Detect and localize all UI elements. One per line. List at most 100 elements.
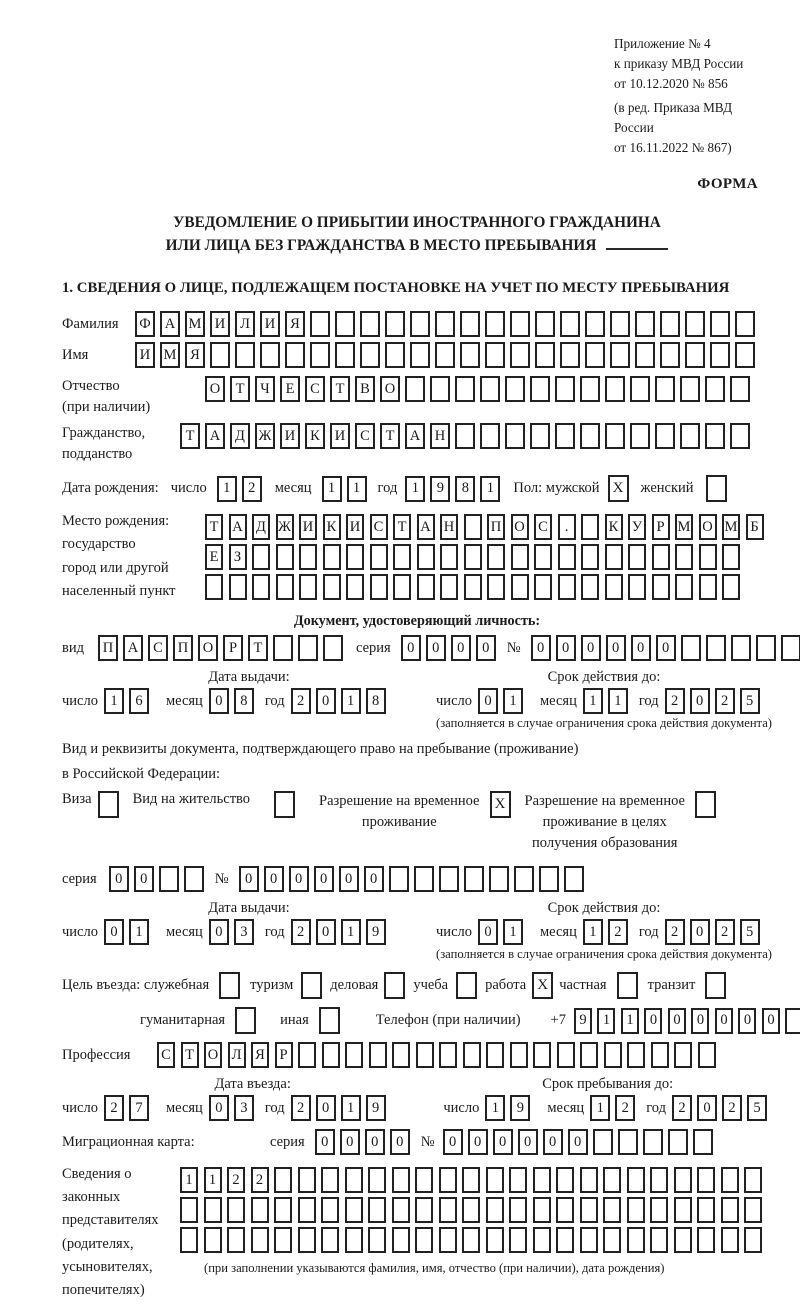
form-cell <box>485 1227 504 1254</box>
appendix-line: (в ред. Приказа МВД России <box>614 100 733 136</box>
form-cell <box>235 342 255 369</box>
form-cell <box>651 574 670 601</box>
day-label: число <box>62 692 98 709</box>
form-cell <box>720 1167 739 1194</box>
form-cell <box>275 574 294 601</box>
month-label: месяц <box>165 692 203 709</box>
resident-doc-types-row: Виза Вид на жительство Разрешение на вре… <box>62 791 772 854</box>
form-cell <box>203 1197 222 1224</box>
doc-kind-label: вид <box>62 639 84 656</box>
series-label: серия <box>355 639 391 656</box>
form-cell <box>227 1197 245 1224</box>
purpose-business-checkbox <box>384 972 406 1000</box>
form-cell <box>697 1042 716 1069</box>
phone-prefix: +7 <box>550 1012 566 1029</box>
form-cell: 0 <box>263 866 284 893</box>
purpose-transit-label: транзит <box>647 977 696 994</box>
form-cell <box>744 1197 762 1224</box>
form-cell <box>710 311 730 338</box>
form-cell <box>556 1197 574 1224</box>
form-cell: Л <box>227 1042 246 1069</box>
form-cell: 8 <box>365 688 386 714</box>
form-cell <box>581 574 599 601</box>
form-cell: З <box>228 544 247 571</box>
form-cell: 3 <box>233 919 254 946</box>
form-cell <box>385 311 405 338</box>
form-cell <box>440 574 458 601</box>
valid-until-label: Срок действия до: <box>547 669 661 685</box>
form-cell: 1 <box>216 475 237 502</box>
form-cell <box>673 1167 692 1194</box>
form-cell: 9 <box>365 919 386 946</box>
form-cell <box>513 866 534 893</box>
form-cell <box>579 1167 598 1194</box>
form-cell <box>626 1167 645 1194</box>
form-cell <box>410 311 430 338</box>
form-cell: К <box>322 514 341 541</box>
form-cell: 1 <box>607 688 628 714</box>
form-cell: Е <box>280 376 300 403</box>
form-cell <box>321 1227 339 1254</box>
form-cell: С <box>305 376 325 403</box>
form-cell <box>393 544 411 571</box>
month-label: месяц <box>540 692 577 709</box>
purpose-humanitarian-checkbox <box>235 1007 257 1035</box>
form-cell <box>344 1227 363 1254</box>
form-cell <box>720 1227 739 1254</box>
purpose-business-label: деловая <box>330 977 379 994</box>
form-cell: Л <box>235 311 255 338</box>
form-cell <box>785 1007 800 1034</box>
blank-underline <box>606 248 669 251</box>
form-cell: 0 <box>133 866 154 893</box>
form-cell <box>534 574 552 601</box>
form-cell <box>416 574 435 601</box>
day-label: число <box>170 480 207 497</box>
form-cell: 0 <box>103 919 124 946</box>
form-cell <box>435 342 455 369</box>
day-label: число <box>62 1099 98 1116</box>
form-cell <box>388 866 409 893</box>
form-cell <box>463 574 482 601</box>
form-cell <box>555 376 575 403</box>
form-cell <box>630 423 650 450</box>
form-cell: 0 <box>542 1129 563 1156</box>
birthplace-label: Место рождения: государство город или др… <box>62 513 176 599</box>
year-label: год <box>638 923 659 940</box>
form-cell <box>203 1227 222 1254</box>
form-cell: 1 <box>340 1095 361 1122</box>
appendix-line: от 10.12.2020 № 856 <box>614 75 728 91</box>
form-cell <box>486 1042 504 1069</box>
form-cell <box>604 574 623 601</box>
form-cell: А <box>416 514 435 541</box>
form-cell <box>698 574 717 601</box>
form-cell <box>298 1042 316 1069</box>
form-cell: 2 <box>290 688 311 714</box>
form-cell <box>210 342 230 369</box>
appendix-note: Приложение № 4 к приказу МВД России от 1… <box>614 34 772 158</box>
year-label: год <box>638 692 659 709</box>
form-cell <box>480 376 500 403</box>
form-cell <box>462 1167 480 1194</box>
form-cell <box>532 1227 551 1254</box>
form-cell: А <box>205 423 225 450</box>
form-cell <box>438 1167 457 1194</box>
form-cell <box>580 1042 598 1069</box>
purpose-other-checkbox <box>318 1007 340 1035</box>
legal-reps-label: Сведения о законных представителях (роди… <box>62 1166 159 1298</box>
form-cell <box>685 311 705 338</box>
form-cell: 1 <box>503 688 523 714</box>
temp-residence-checkbox: X <box>489 791 511 818</box>
form-cell: Т <box>393 514 411 541</box>
form-cell <box>463 866 484 893</box>
purpose-private-checkbox <box>616 972 638 1000</box>
form-cell <box>322 574 341 601</box>
form-cell <box>285 342 305 369</box>
